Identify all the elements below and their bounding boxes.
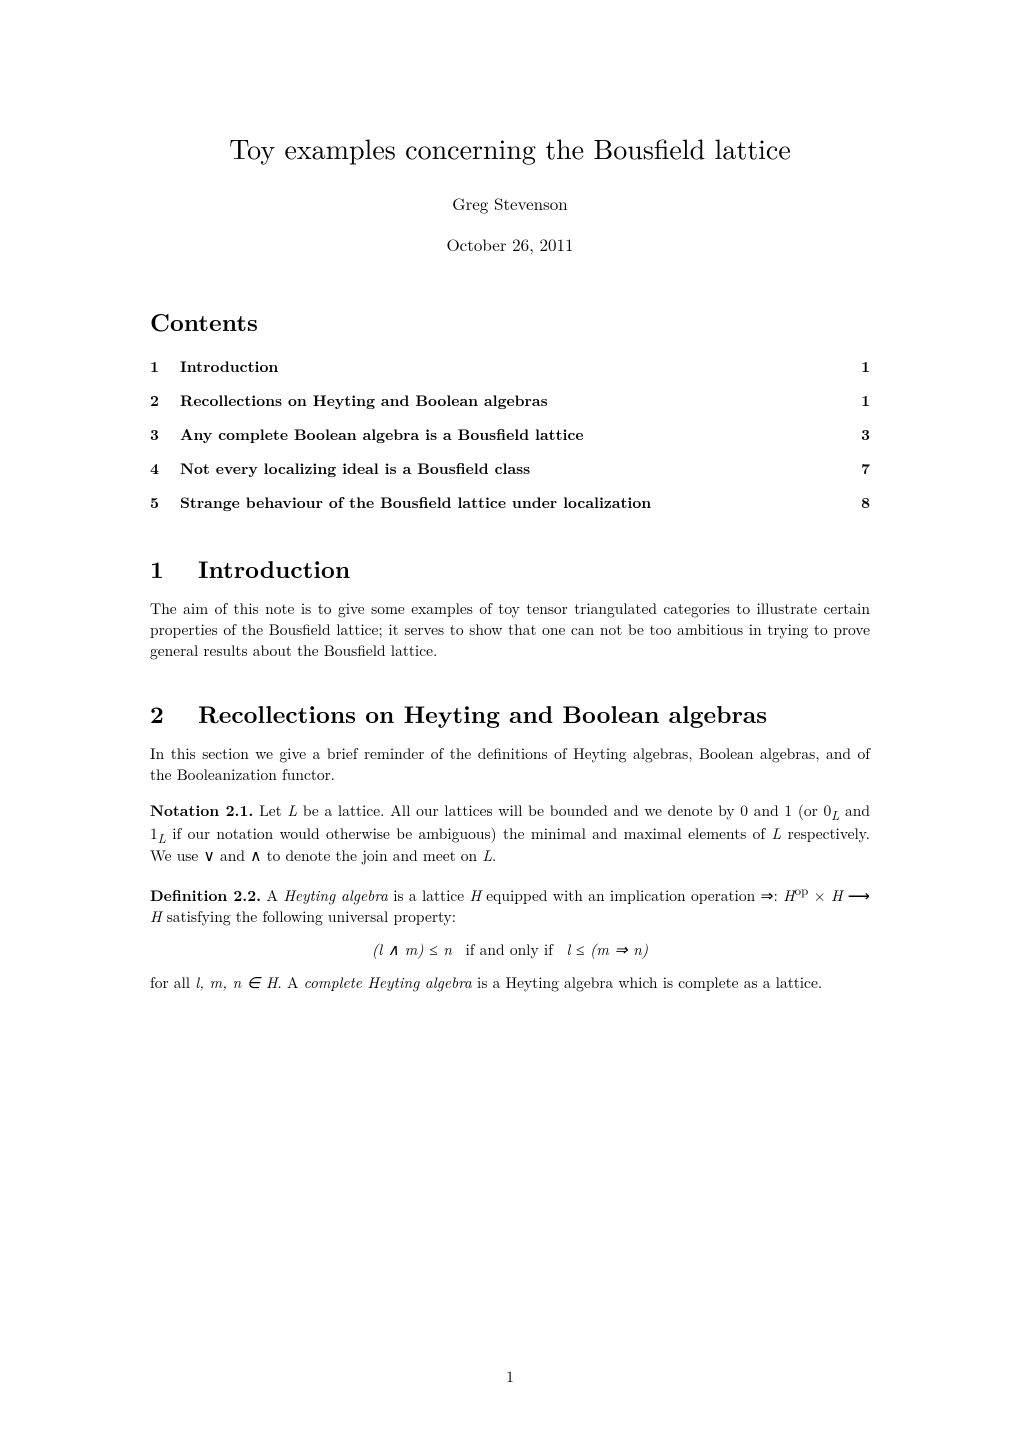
toc-entry-page: 8 <box>861 492 870 513</box>
toc-entry-num: 2 <box>150 390 164 411</box>
toc-entry-page: 1 <box>861 356 870 377</box>
table-of-contents: 1 Introduction 1 2 Recollections on Heyt… <box>150 356 870 513</box>
definition-2-2: Definition 2.2. A Heyting algebra is a l… <box>150 881 870 928</box>
math-sub: L <box>158 828 166 847</box>
notation-text: Let <box>259 800 287 821</box>
definition-term: Heyting algebra <box>283 885 388 906</box>
page-title: Toy examples concerning the Bousfield la… <box>150 130 870 168</box>
math-expr: l, m, n ∈ H <box>195 972 277 993</box>
definition-text: is a lattice <box>388 885 470 906</box>
toc-entry-title: Not every localizing ideal is a Bousfiel… <box>180 458 530 479</box>
toc-entry-title: Recollections on Heyting and Boolean alg… <box>180 390 548 411</box>
section2-intro: In this section we give a brief reminder… <box>150 744 870 786</box>
math-expr: H <box>783 885 795 906</box>
definition-term: complete Heyting algebra <box>304 972 472 993</box>
math-var: H <box>831 885 843 906</box>
math-var: L <box>482 845 492 866</box>
toc-entry-num: 4 <box>150 458 164 479</box>
toc-entry: 4 Not every localizing ideal is a Bousfi… <box>150 458 870 479</box>
toc-entry-num: 3 <box>150 424 164 445</box>
toc-entry-title: Any complete Boolean algebra is a Bousfi… <box>180 424 584 445</box>
date: October 26, 2011 <box>150 233 870 256</box>
display-equation: (l ∧ m) ≤ n if and only if l ≤ (m ⇒ n) <box>150 940 870 961</box>
toc-entry-page: 3 <box>861 424 870 445</box>
section-number: 1 <box>150 553 170 585</box>
definition-text: is a Heyting algebra which is complete a… <box>472 972 822 993</box>
toc-entry: 2 Recollections on Heyting and Boolean a… <box>150 390 870 411</box>
notation-text: be a lattice. All our lattices will be b… <box>297 800 831 821</box>
toc-entry-page: 1 <box>861 390 870 411</box>
toc-entry-num: 1 <box>150 356 164 377</box>
contents-heading: Contents <box>150 306 870 338</box>
section-heading-introduction: 1 Introduction <box>150 553 870 585</box>
notation-text: if our notation would otherwise be ambig… <box>166 823 772 844</box>
toc-entry-title: Strange behaviour of the Bousfield latti… <box>180 492 651 513</box>
math-sup: op <box>795 880 809 899</box>
toc-entry-num: 5 <box>150 492 164 513</box>
toc-entry-page: 7 <box>861 458 870 479</box>
math-var: L <box>287 800 297 821</box>
section-title: Recollections on Heyting and Boolean alg… <box>198 698 767 730</box>
toc-entry-title: Introduction <box>180 356 278 377</box>
definition-text: equipped with an implication operation ⇒… <box>481 885 783 906</box>
notation-2-1: Notation 2.1. Let L be a lattice. All ou… <box>150 800 870 867</box>
author: Greg Stevenson <box>150 192 870 215</box>
toc-entry: 5 Strange behaviour of the Bousfield lat… <box>150 492 870 513</box>
page-number: 1 <box>0 1367 1020 1388</box>
section-heading-recollections: 2 Recollections on Heyting and Boolean a… <box>150 698 870 730</box>
definition-label: Definition 2.2. <box>150 883 261 906</box>
definition-text: . A <box>277 972 303 993</box>
math-var: H <box>150 906 162 927</box>
section-number: 2 <box>150 698 170 730</box>
math-var: L <box>772 823 782 844</box>
definition-text: for all <box>150 972 195 993</box>
math-var: H <box>469 885 481 906</box>
definition-text: A <box>266 885 283 906</box>
section-title: Introduction <box>198 553 350 585</box>
definition-tail: for all l, m, n ∈ H. A complete Heyting … <box>150 973 870 994</box>
toc-entry: 1 Introduction 1 <box>150 356 870 377</box>
notation-text: . <box>492 845 496 866</box>
toc-entry: 3 Any complete Boolean algebra is a Bous… <box>150 424 870 445</box>
definition-text: satisfying the following universal prope… <box>162 906 457 927</box>
notation-label: Notation 2.1. <box>150 798 253 821</box>
introduction-body: The aim of this note is to give some exa… <box>150 599 870 662</box>
